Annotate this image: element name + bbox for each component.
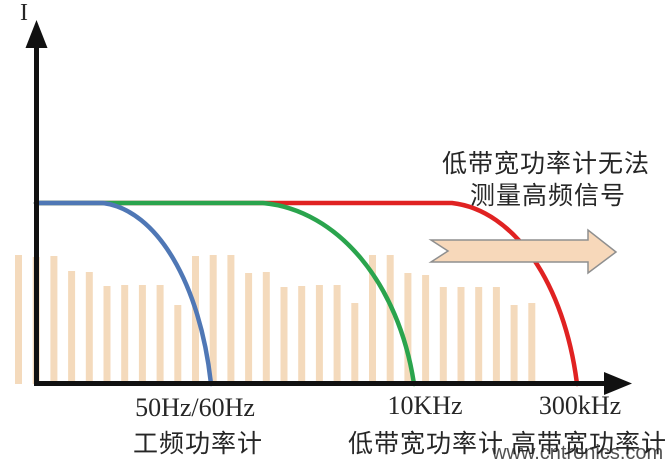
spectrum-bar bbox=[422, 275, 430, 384]
spectrum-bar bbox=[333, 285, 341, 384]
spectrum-bar bbox=[156, 285, 164, 384]
spectrum-bar bbox=[68, 271, 76, 384]
spectrum-bar bbox=[492, 287, 500, 384]
y-axis-arrowhead-icon bbox=[25, 20, 48, 48]
y-axis bbox=[25, 20, 48, 385]
spectrum-bar bbox=[475, 287, 483, 384]
meter-label-low-bandwidth: 低带宽功率计 bbox=[348, 430, 504, 458]
spectrum-bar bbox=[85, 272, 93, 384]
meter-label-high-bandwidth: 高带宽功率计 bbox=[511, 430, 667, 458]
spectrum-bar bbox=[386, 255, 394, 384]
spectrum-bar bbox=[404, 273, 412, 384]
x-tick-50hz-60hz: 50Hz/60Hz bbox=[135, 393, 255, 422]
x-tick-300khz: 300kHz bbox=[539, 391, 621, 420]
spectrum-bar bbox=[439, 287, 447, 384]
annotation-line1: 低带宽功率计无法 bbox=[442, 150, 650, 178]
watermark: www.cntronics.com bbox=[491, 442, 663, 464]
spectrum-bar bbox=[192, 256, 199, 384]
spectrum-bar bbox=[245, 273, 253, 384]
spectrum-bar bbox=[280, 287, 288, 384]
response-curve-10KHz bbox=[33, 200, 417, 387]
spectrum-bar bbox=[298, 286, 306, 384]
x-tick-10khz: 10KHz bbox=[387, 391, 462, 420]
meter-label-power-frequency: 工频功率计 bbox=[133, 430, 263, 458]
response-curve-50Hz/60Hz bbox=[33, 200, 214, 387]
spectrum-bar bbox=[262, 272, 270, 384]
x-axis bbox=[34, 372, 632, 395]
spectrum-bar bbox=[50, 256, 58, 384]
spectrum-bar bbox=[510, 305, 518, 384]
spectrum-bar bbox=[369, 255, 376, 384]
spectrum-bars bbox=[15, 255, 536, 384]
spectrum-bar bbox=[15, 255, 22, 384]
spectrum-bar bbox=[209, 255, 217, 384]
annotation-line2: 测量高频信号 bbox=[470, 182, 626, 210]
spectrum-bar bbox=[138, 285, 146, 384]
spectrum-bar bbox=[227, 255, 235, 384]
spectrum-bar bbox=[351, 303, 359, 384]
spectrum-bar bbox=[103, 286, 111, 384]
spectrum-bar bbox=[457, 287, 465, 384]
spectrum-bar bbox=[174, 305, 182, 384]
x-axis-arrowhead-icon bbox=[604, 372, 632, 395]
spectrum-bar bbox=[315, 285, 323, 384]
y-axis-label: I bbox=[20, 0, 28, 26]
spectrum-bar bbox=[121, 285, 129, 384]
spectrum-bar bbox=[528, 303, 536, 384]
high-frequency-direction-arrow-icon bbox=[428, 228, 618, 275]
